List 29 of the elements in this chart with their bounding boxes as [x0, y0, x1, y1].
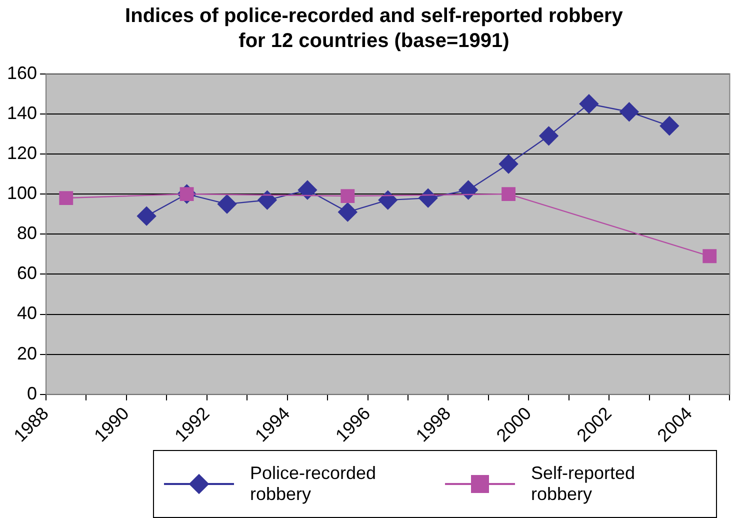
point	[378, 190, 398, 210]
point	[59, 191, 74, 205]
y-tick-label: 160	[6, 62, 38, 83]
point	[340, 189, 355, 203]
point	[258, 190, 277, 210]
y-tick-label: 80	[17, 223, 38, 244]
y-tick-label: 20	[17, 343, 38, 364]
y-tick-label: 140	[6, 102, 38, 123]
point	[502, 187, 516, 201]
y-tick-label: 0	[27, 383, 38, 404]
point	[702, 249, 717, 264]
point	[458, 180, 478, 200]
point	[136, 206, 156, 226]
point	[217, 194, 237, 214]
point	[579, 94, 599, 114]
y-tick-label: 60	[17, 263, 38, 284]
point	[498, 154, 518, 174]
y-tick-label: 100	[6, 183, 38, 203]
point	[660, 116, 679, 136]
point	[298, 180, 318, 200]
point	[539, 126, 558, 146]
point	[338, 202, 358, 222]
legend-label: Police-recorded robbery	[250, 463, 378, 505]
y-tick-label: 40	[17, 303, 38, 324]
point	[418, 188, 438, 208]
y-tick-label: 120	[6, 142, 38, 163]
point	[620, 102, 639, 122]
chart-title: Indices of police-recorded and self-reported robbery for 12 countries (base=1991)	[124, 4, 624, 54]
legend-label: Self-reported robbery	[531, 463, 636, 505]
